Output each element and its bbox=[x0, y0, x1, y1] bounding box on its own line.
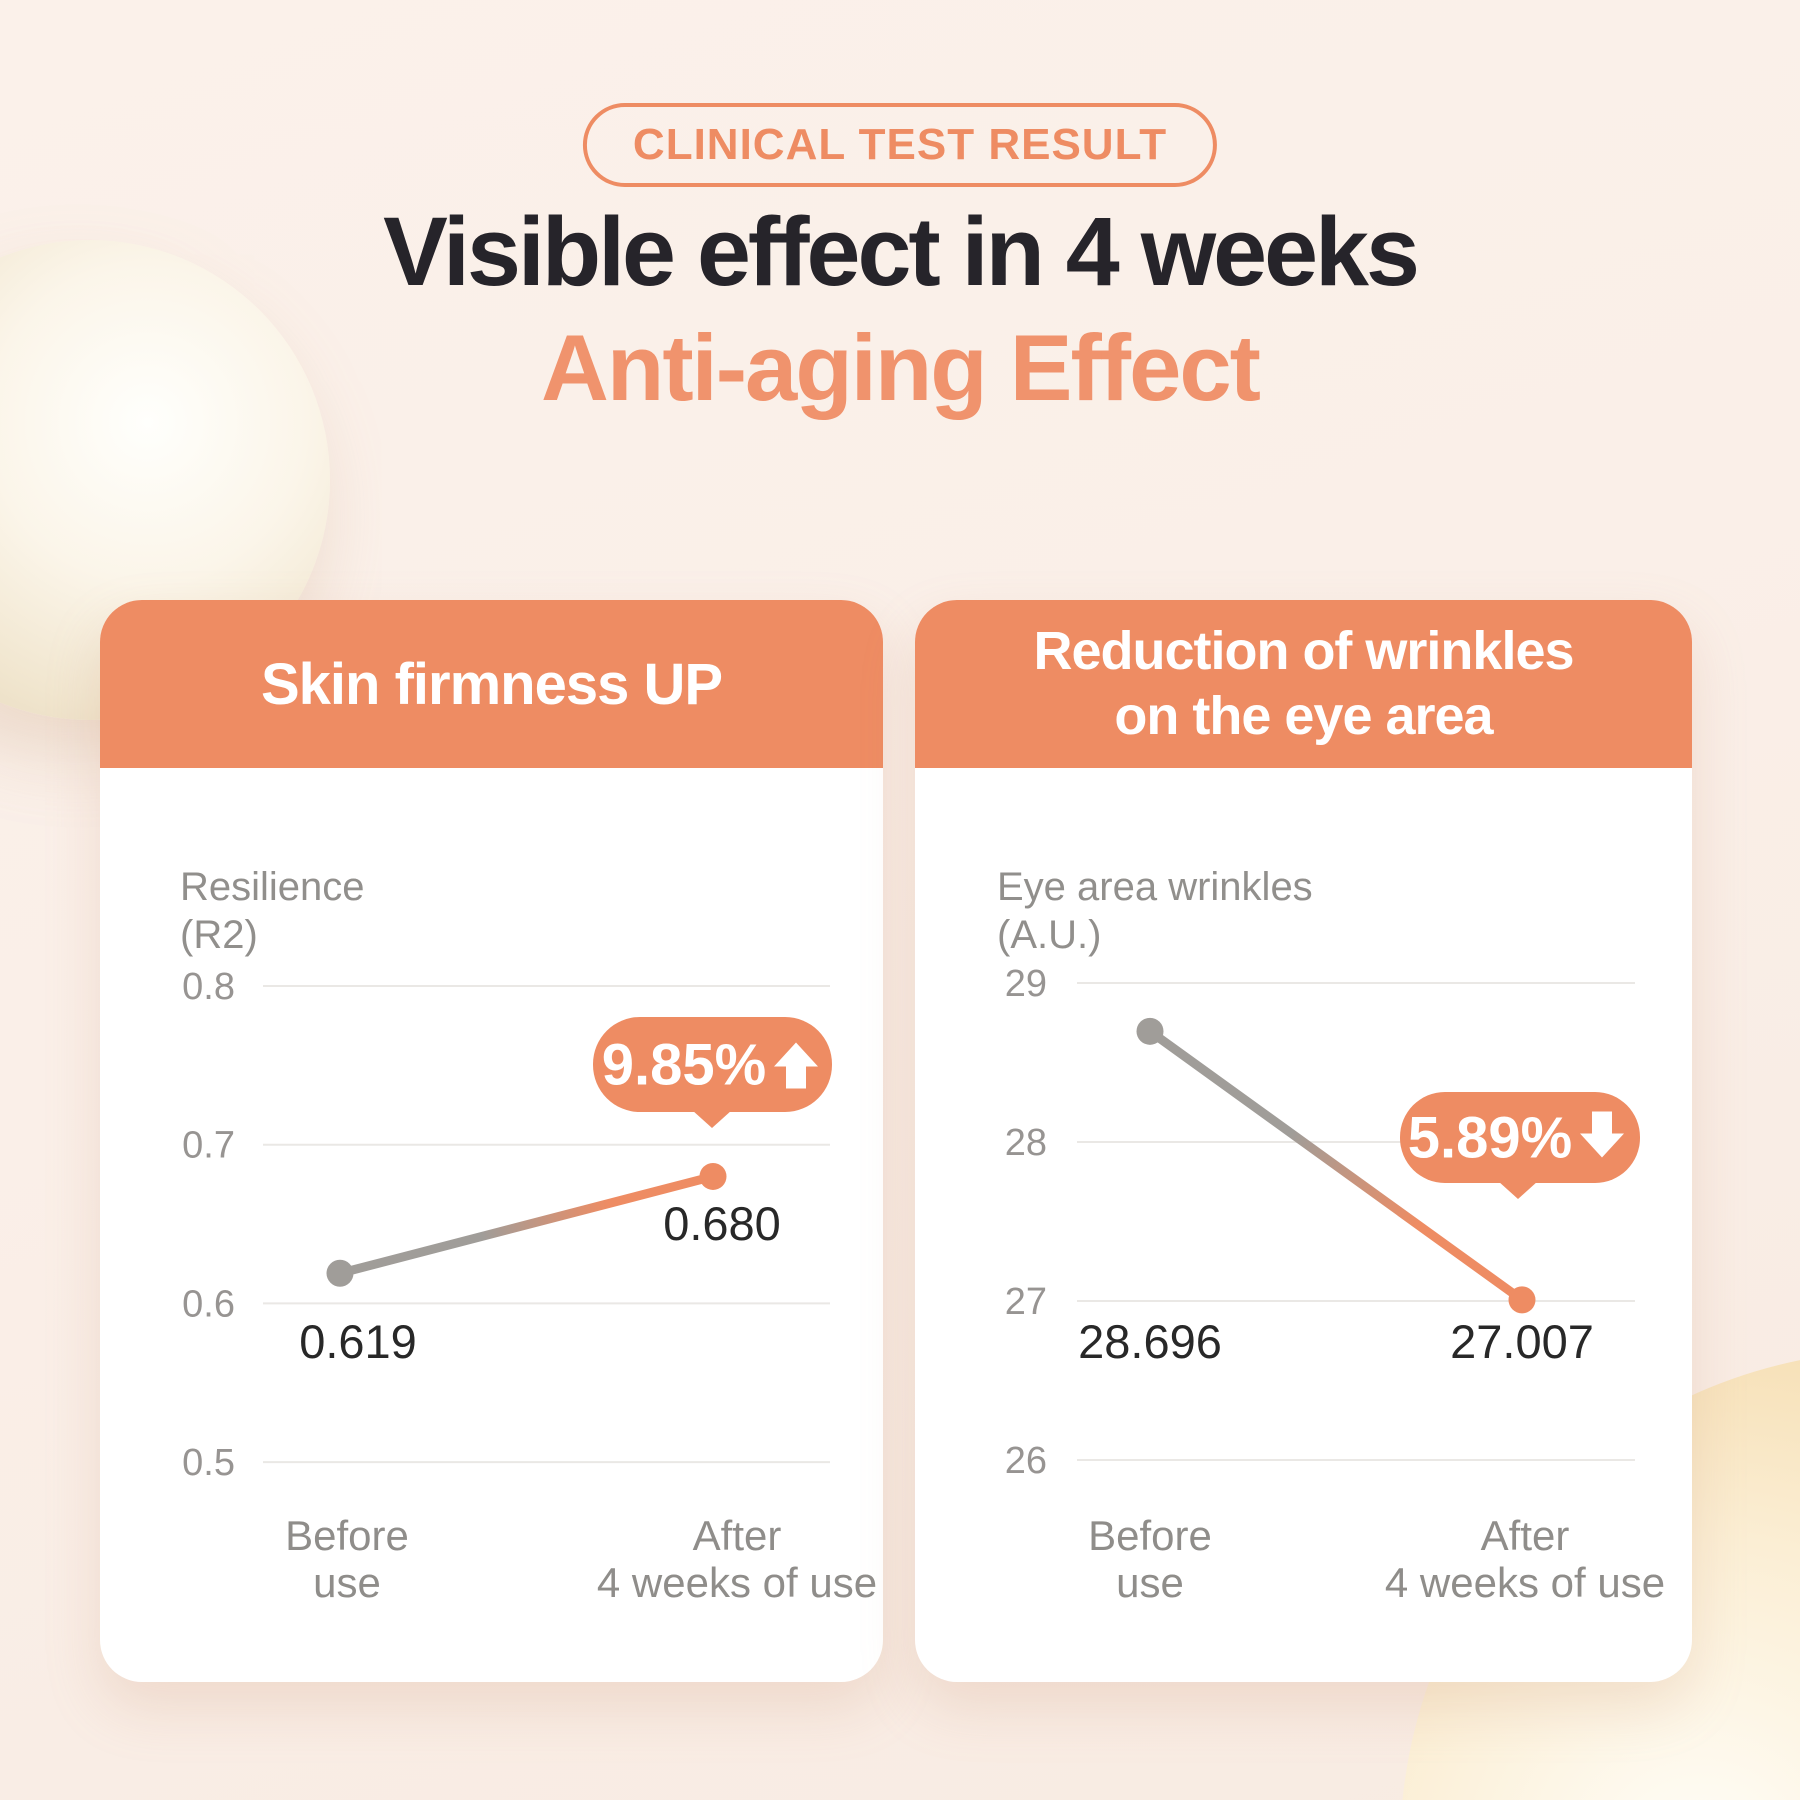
skin-firmness-card-header: Skin firmness UP bbox=[100, 600, 883, 768]
svg-text:Eye area wrinkles: Eye area wrinkles bbox=[997, 865, 1313, 909]
card-title-line: Reduction of wrinkles bbox=[1033, 621, 1574, 682]
skin-firmness-chart: 0.8 0.7 0.6 0.5 Resilience(R2) 0.619 0.680 9.85… bbox=[180, 865, 877, 1606]
svg-text:0.8: 0.8 bbox=[182, 966, 235, 1008]
page-subtitle: Anti-aging Effect bbox=[541, 315, 1261, 420]
page-title: Visible effect in 4 weeks bbox=[383, 197, 1420, 306]
svg-text:(R2): (R2) bbox=[180, 913, 258, 957]
svg-text:27: 27 bbox=[1005, 1281, 1047, 1323]
svg-text:26: 26 bbox=[1005, 1440, 1047, 1482]
svg-text:29: 29 bbox=[1005, 963, 1047, 1005]
svg-text:(A.U.): (A.U.) bbox=[997, 913, 1101, 957]
svg-text:0.5: 0.5 bbox=[182, 1442, 235, 1484]
skin-firmness-card: 0.8 0.7 0.6 0.5 Resilience (R2) 0.619 0.680 9.85… bbox=[100, 600, 883, 1682]
wrinkle-reduction-chart: 29 28 27 26 Eye area wrinkles(A.U.) 28.696 27.… bbox=[997, 865, 1665, 1606]
svg-text:9.85%: 9.85% bbox=[602, 1033, 766, 1098]
svg-text:27.007: 27.007 bbox=[1450, 1315, 1594, 1368]
svg-text:0.7: 0.7 bbox=[182, 1125, 235, 1167]
clinical-test-badge-label: CLINICAL TEST RESULT bbox=[632, 120, 1168, 169]
card-title-line: on the eye area bbox=[1114, 686, 1493, 746]
svg-text:0.6: 0.6 bbox=[182, 1283, 235, 1325]
wrinkle-reduction-card: 29 28 27 26 Eye area wrinkles (A.U.) 28.696 27.… bbox=[915, 600, 1692, 1682]
svg-text:5.89%: 5.89% bbox=[1408, 1106, 1572, 1171]
svg-text:0.680: 0.680 bbox=[663, 1197, 781, 1250]
card-title-line: Skin firmness UP bbox=[260, 651, 723, 717]
svg-text:0.619: 0.619 bbox=[299, 1315, 417, 1368]
svg-text:28.696: 28.696 bbox=[1078, 1315, 1222, 1368]
svg-text:Resilience: Resilience bbox=[180, 865, 365, 909]
svg-text:28: 28 bbox=[1005, 1122, 1047, 1164]
clinical-test-badge: CLINICAL TEST RESULT bbox=[582, 103, 1218, 187]
wrinkle-reduction-card-header: Reduction of wrinkles on the eye area bbox=[915, 600, 1692, 768]
